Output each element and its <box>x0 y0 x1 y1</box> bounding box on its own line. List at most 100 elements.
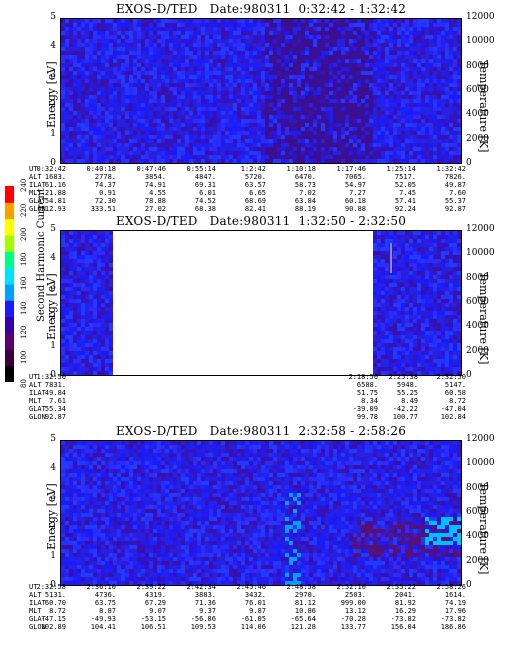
spectrogram-cell <box>153 55 158 60</box>
spectrogram-cell <box>429 267 434 272</box>
spectrogram-cell <box>381 43 386 48</box>
spectrogram-cell <box>81 251 86 256</box>
spectrogram-cell <box>349 135 354 140</box>
spectrogram-cell <box>417 327 422 332</box>
spectrogram-cell <box>241 91 246 96</box>
spectrogram-cell <box>77 131 82 136</box>
spectrogram-cell <box>365 87 370 92</box>
spectrogram-cell <box>177 59 182 64</box>
spectrogram-cell <box>393 79 398 84</box>
spectrogram-cell <box>385 319 390 324</box>
spectrogram-cell <box>157 99 162 104</box>
spectrogram-cell <box>261 147 266 152</box>
spectrogram-cell <box>417 123 422 128</box>
spectrogram-cell <box>453 87 458 92</box>
spectrogram-cell <box>289 127 294 132</box>
spectrogram-cell <box>237 107 242 112</box>
ephemeris-value: 1:10:18 <box>286 165 316 173</box>
spectrogram-cell <box>77 315 82 320</box>
spectrogram-cell <box>229 123 234 128</box>
spectrogram-cell <box>421 291 426 296</box>
spectrogram-cell <box>69 151 74 156</box>
spectrogram-cell <box>161 119 166 124</box>
spectrogram-cell <box>253 59 258 64</box>
spectrogram-cell <box>269 59 274 64</box>
spectrogram-cell <box>257 127 262 132</box>
spectrogram-cell <box>317 91 322 96</box>
spectrogram-cell <box>305 107 310 112</box>
spectrogram-cell <box>101 151 106 156</box>
spectrogram-cell <box>301 99 306 104</box>
spectrogram-cell <box>185 31 190 36</box>
spectrogram-cell <box>169 131 174 136</box>
spectrogram-cell <box>309 107 314 112</box>
spectrogram-cell <box>165 35 170 40</box>
spectrogram-cell <box>169 99 174 104</box>
spectrogram-cell <box>97 103 102 108</box>
spectrogram-cell <box>397 239 402 244</box>
ephemeris-value: 7517. <box>394 173 416 181</box>
spectrogram-cell <box>105 291 110 296</box>
spectrogram-cell <box>265 103 270 108</box>
spectrogram-cell <box>317 47 322 52</box>
spectrogram-cell <box>293 35 298 40</box>
spectrogram-cell <box>309 75 314 80</box>
spectrogram-cell <box>149 119 154 124</box>
spectrogram-cell <box>61 55 66 60</box>
spectrogram-cell <box>249 35 254 40</box>
spectrogram-cell <box>141 155 146 160</box>
spectrogram-cell <box>337 143 342 148</box>
spectrogram-cell <box>377 235 382 240</box>
spectrogram-cell <box>317 95 322 100</box>
spectrogram-cell <box>245 39 250 44</box>
spectrogram-cell <box>385 351 390 356</box>
spectrogram-cell <box>61 159 66 163</box>
spectrogram-cell <box>233 159 238 163</box>
spectrogram-cell <box>345 59 350 64</box>
spectrogram-cell <box>241 75 246 80</box>
spectrogram-cell <box>81 103 86 108</box>
spectrogram-cell <box>377 247 382 252</box>
spectrogram-cell <box>85 355 90 360</box>
spectrogram-cell <box>341 71 346 76</box>
spectrogram-cell <box>377 51 382 56</box>
spectrogram-cell <box>125 151 130 156</box>
spectrogram-cell <box>61 139 66 144</box>
spectrogram-cell <box>253 95 258 100</box>
spectrogram-cell <box>289 99 294 104</box>
spectrogram-cell <box>133 151 138 156</box>
spectrogram-cell <box>149 71 154 76</box>
spectrogram-cell <box>125 95 130 100</box>
spectrogram-cell <box>193 79 198 84</box>
spectrogram-cell <box>433 251 438 256</box>
spectrogram-cell <box>421 59 426 64</box>
spectrogram-cell <box>125 67 130 72</box>
spectrogram-cell <box>453 95 458 100</box>
spectrogram-cell <box>73 159 78 163</box>
spectrogram-cell <box>81 351 86 356</box>
spectrogram-cell <box>393 271 398 276</box>
spectrogram-cell <box>437 235 442 240</box>
spectrogram-cell <box>281 19 286 24</box>
spectrogram-cell <box>245 67 250 72</box>
spectrogram-cell <box>77 323 82 328</box>
spectrogram-cell <box>409 311 414 316</box>
spectrogram-cell <box>309 23 314 28</box>
spectrogram-cell <box>105 83 110 88</box>
spectrogram-cell <box>321 43 326 48</box>
spectrogram-cell <box>321 155 326 160</box>
spectrogram-cell <box>361 91 366 96</box>
spectrogram-cell <box>421 335 426 340</box>
spectrogram-cell <box>121 103 126 108</box>
spectrogram-cell <box>177 23 182 28</box>
spectrogram-cell <box>301 39 306 44</box>
spectrogram-cell <box>269 151 274 156</box>
spectrogram-cell <box>377 75 382 80</box>
spectrogram-cell <box>417 143 422 148</box>
spectrogram-cell <box>245 35 250 40</box>
spectrogram-cell <box>85 59 90 64</box>
spectrogram-cell <box>77 143 82 148</box>
spectrogram-cell <box>409 307 414 312</box>
spectrogram-cell <box>205 115 210 120</box>
spectrogram-cell <box>213 147 218 152</box>
